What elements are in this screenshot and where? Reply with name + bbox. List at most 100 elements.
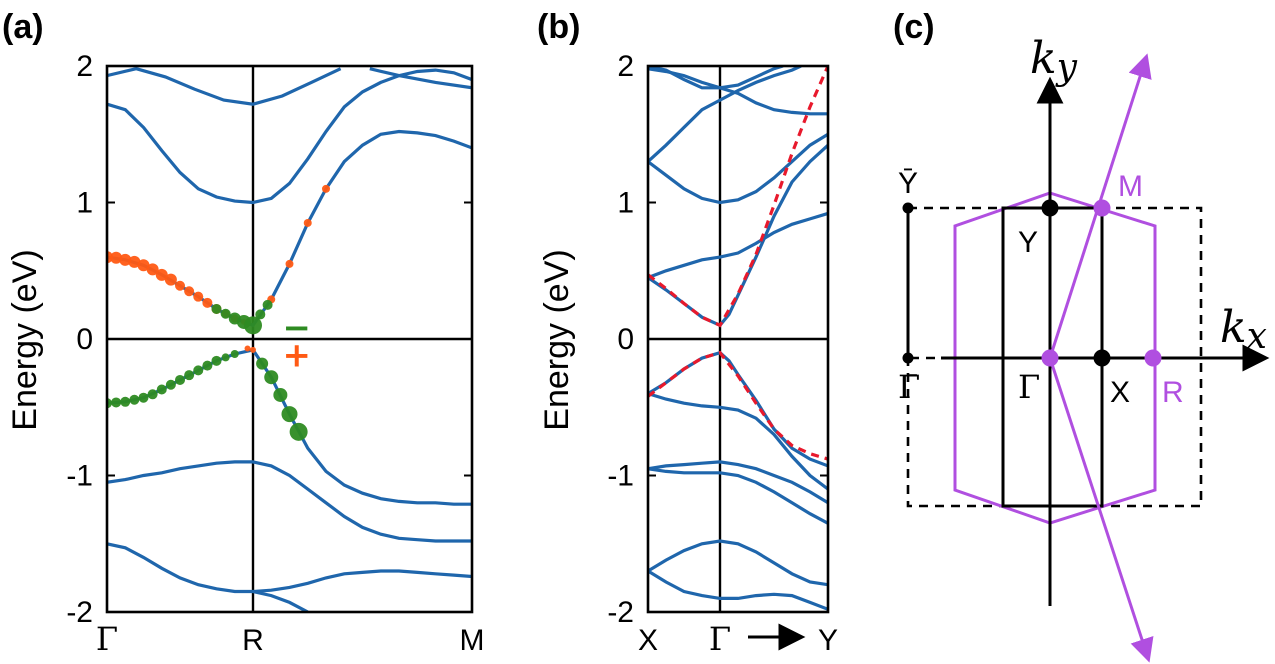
green-weight-dot (255, 309, 266, 320)
panel-c-letter: (c) (893, 8, 935, 46)
kx-label-sub: x (1247, 316, 1267, 357)
green-weight-dot (111, 397, 122, 408)
y-tick-label: 2 (76, 50, 93, 83)
y-tick-label: -1 (607, 460, 634, 493)
kx-label: kx (1220, 302, 1267, 357)
band-line-7 (648, 392, 828, 491)
x-point (1093, 349, 1111, 367)
panel-b-plot: 2 1 0 -1 -2X Γ Y (607, 50, 838, 658)
ky-label-sub: y (1055, 47, 1078, 88)
gamma-label: Γ (1018, 368, 1040, 406)
band-line-8 (648, 460, 828, 505)
ky-label-k: k (1030, 33, 1057, 84)
orange-weight-dot (322, 184, 330, 193)
band-line-3 (648, 132, 828, 205)
green-weight-dot (184, 370, 195, 381)
series-group (648, 66, 828, 612)
panel-c: (c) ky kx Ȳ Γ̄ Y Γ X M R (893, 8, 1270, 663)
green-weight-dot (221, 353, 230, 362)
green-weight-dot (211, 355, 222, 366)
x-tick-label: Y (818, 624, 838, 657)
x-tick-label: X (638, 624, 658, 657)
band-line-4 (648, 211, 828, 280)
y-tick-label: 1 (76, 187, 93, 220)
model-fit-dashed-line (648, 350, 828, 461)
orange-weight-dot (155, 268, 168, 281)
band-line-5 (648, 144, 828, 328)
band-line-7 (252, 589, 309, 612)
green-weight-dot (138, 392, 149, 403)
orange-weight-dot (285, 259, 294, 268)
panel-b-letter: (b) (537, 8, 580, 46)
x-tick-label: Γ (96, 620, 118, 658)
green-weight-dot (264, 370, 279, 385)
green-weight-dot (220, 308, 231, 319)
green-weight-dot (273, 387, 288, 402)
green-weight-dot (165, 379, 176, 390)
green-weight-dot (156, 384, 167, 395)
orange-weight-dot (175, 280, 185, 291)
x-tick-label: Γ (709, 620, 731, 658)
green-weight-dot (230, 350, 239, 359)
orange-weight-dot (164, 273, 177, 286)
orange-weight-dot (303, 218, 312, 227)
x-tick-label: R (242, 624, 264, 657)
gbar-point (902, 352, 914, 364)
band-line-2 (648, 66, 802, 163)
panel-a-plot: 2 1 0 -1 -2Γ R M −+ (66, 50, 484, 658)
green-weight-dot (256, 357, 269, 370)
ybar-point (902, 202, 914, 214)
green-weight-dot (129, 394, 140, 405)
ky-label: ky (1030, 33, 1078, 88)
band-line-0 (107, 67, 342, 106)
x-tick-label: M (460, 624, 485, 657)
green-weight-dot (244, 316, 262, 335)
green-weight-dot (193, 365, 204, 376)
band-line-10 (648, 539, 828, 587)
panel-a: (a) Energy (eV) 2 1 0 -1 -2Γ R M −+ (2, 8, 485, 658)
y-tick-label: 0 (617, 323, 634, 356)
y-point (1041, 199, 1059, 217)
r-point (1144, 349, 1162, 367)
y-tick-label: 0 (76, 323, 93, 356)
green-weight-dot (281, 406, 298, 423)
band-line-5 (107, 460, 472, 543)
band-line-1 (648, 66, 828, 116)
gamma-r-line (1048, 357, 1154, 663)
orange-weight-dot (110, 251, 123, 264)
m-point (1093, 199, 1111, 217)
orange-weight-dot (119, 253, 132, 266)
m-label: M (1118, 170, 1143, 203)
y-tick-label: -1 (66, 460, 93, 493)
kx-label-k: k (1220, 302, 1247, 353)
green-weight-dot (211, 303, 222, 314)
orange-weight-dot (193, 291, 204, 302)
orange-weight-dot (184, 286, 195, 297)
band-line-2 (107, 68, 472, 205)
green-weight-dot (120, 396, 131, 407)
green-weight-dot (202, 360, 213, 371)
band-line-1 (369, 67, 472, 90)
y-tick-label: 1 (617, 187, 634, 220)
green-weight-dot (147, 389, 158, 400)
green-weight-dot (289, 422, 308, 441)
x-label: X (1110, 376, 1130, 409)
orange-weight-dot (146, 263, 159, 276)
green-weight-dot (175, 374, 185, 385)
y-tick-label: -2 (66, 596, 93, 629)
y-tick-label: 2 (617, 50, 634, 83)
panel-b: (b) Energy (eV) 2 1 0 -1 -2X Γ Y (537, 8, 838, 658)
band-line-6 (107, 542, 472, 594)
panel-a-letter: (a) (2, 8, 44, 46)
band-line-0 (648, 66, 784, 90)
ybar-label: Ȳ (898, 167, 918, 200)
gbar-label: Γ̄ (898, 368, 920, 406)
y-tick-label: -2 (607, 596, 634, 629)
orange-weight-dot (250, 346, 256, 353)
orange-weight-dot (137, 259, 150, 272)
r-label: R (1162, 376, 1184, 409)
y-label: Y (1018, 226, 1038, 259)
panel-a-ylabel: Energy (eV) (6, 249, 44, 430)
panel-b-ylabel: Energy (eV) (538, 249, 576, 430)
